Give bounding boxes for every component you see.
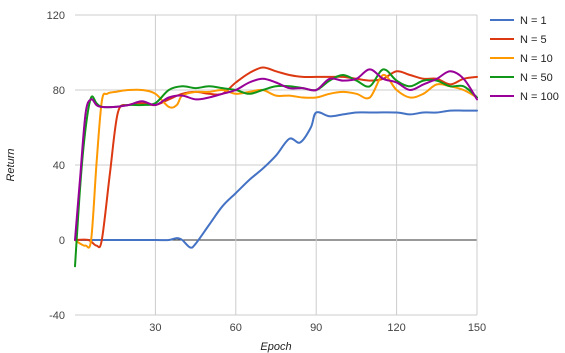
- y-tick-label: -40: [49, 310, 65, 322]
- legend-label: N = 1: [520, 15, 547, 27]
- series-line-3: [74, 68, 478, 268]
- y-axis-title: Return: [5, 148, 17, 181]
- tick-labels: -40 0 40 80 120 30 60 90 120 150: [47, 10, 487, 334]
- legend-label: N = 5: [520, 34, 547, 46]
- x-tick-label: 30: [149, 322, 161, 334]
- series-line-2: [74, 74, 478, 249]
- legend-label: N = 100: [520, 91, 559, 103]
- series-line-0: [74, 109, 478, 249]
- x-tick-label: 60: [230, 322, 242, 334]
- legend-label: N = 10: [520, 53, 553, 65]
- y-tick-label: 0: [59, 235, 65, 247]
- x-tick-label: 90: [310, 322, 322, 334]
- y-tick-label: 40: [53, 160, 65, 172]
- y-tick-label: 80: [53, 85, 65, 97]
- legend: N = 1 N = 5 N = 10 N = 50 N = 100: [490, 15, 559, 103]
- series-line-4: [74, 68, 478, 241]
- y-tick-label: 120: [47, 10, 65, 22]
- grid-lines: [75, 14, 478, 316]
- x-tick-label: 120: [387, 322, 405, 334]
- series-lines: [74, 66, 478, 268]
- legend-label: N = 50: [520, 72, 553, 84]
- series-line-1: [74, 66, 478, 249]
- x-axis-title: Epoch: [260, 341, 291, 353]
- x-tick-label: 150: [468, 322, 486, 334]
